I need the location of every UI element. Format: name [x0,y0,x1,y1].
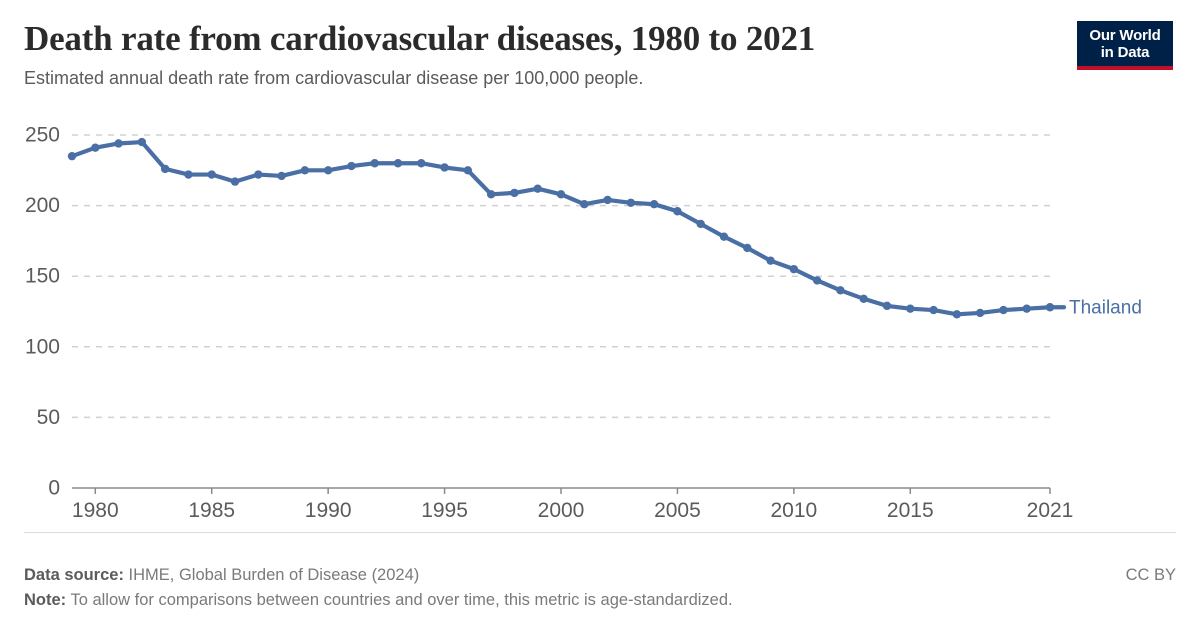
data-point[interactable] [486,190,496,199]
x-axis-tick-label: 2000 [538,499,585,522]
chart-subtitle: Estimated annual death rate from cardiov… [24,68,644,88]
footer-source-row: Data source: IHME, Global Burden of Dise… [24,563,1176,588]
data-point[interactable] [789,264,799,274]
series-label-thailand[interactable]: Thailand [1069,297,1142,318]
logo-line-2: in Data [1100,44,1150,61]
data-source-line: Data source: IHME, Global Burden of Dise… [24,563,1176,588]
data-point[interactable] [836,286,845,295]
logo-accent-bar [1077,66,1173,70]
x-axis-tick-label: 2021 [1027,499,1074,522]
data-point[interactable] [673,207,682,216]
data-point[interactable] [859,294,868,303]
x-axis-tick-label: 2015 [887,499,934,522]
data-point[interactable] [347,161,356,171]
data-source-value[interactable]: IHME, Global Burden of Disease (2024) [123,566,420,584]
data-point[interactable] [533,184,542,193]
data-point[interactable] [952,310,962,319]
data-point[interactable] [696,219,705,229]
data-point[interactable] [743,243,752,253]
chart-footer: Data source: IHME, Global Burden of Dise… [24,563,1176,613]
data-point[interactable] [556,190,566,199]
data-source-label: Data source: [24,566,124,584]
data-point[interactable] [184,170,193,179]
data-point[interactable] [160,164,170,174]
data-point[interactable] [277,171,286,181]
line-chart-svg[interactable]: 0 50 100 150 200 250 1980 1985 1990 1995 2000 2005… [0,0,1200,540]
data-point[interactable] [207,170,216,179]
series-group [67,137,1055,319]
data-point[interactable] [906,304,915,313]
y-axis-labels: 0 50 100 150 200 250 [25,124,60,500]
data-point[interactable] [463,166,473,175]
x-axis-tick-label: 1980 [72,499,119,522]
y-axis-tick-label: 150 [25,265,60,288]
data-point[interactable] [417,159,426,168]
series-line[interactable] [69,139,1053,317]
note-value: To allow for comparisons between countri… [66,591,733,609]
note-label: Note: [24,591,67,609]
license-label[interactable]: CC BY [1125,566,1176,584]
x-axis-tick-label: 2005 [654,499,701,522]
y-axis-tick-label: 200 [25,194,60,217]
our-world-in-data-logo[interactable]: Our World in Data [1077,21,1173,70]
chart-header: Death rate from cardiovascular diseases,… [24,18,1176,90]
data-point[interactable] [975,308,985,318]
data-point[interactable] [323,166,333,175]
data-point[interactable] [393,159,403,168]
y-axis-tick-label: 250 [25,124,60,147]
plot-area: 0 50 100 150 200 250 1980 1985 1990 1995 2000 2005… [0,0,1200,540]
data-point[interactable] [440,163,449,172]
data-point[interactable] [812,276,822,285]
footer-divider [24,532,1176,533]
data-point[interactable] [67,151,77,161]
data-point[interactable] [603,195,612,205]
data-point[interactable] [882,301,892,311]
data-point[interactable] [999,305,1008,315]
note-line: Note: To allow for comparisons between c… [24,588,1176,613]
data-point[interactable] [626,198,636,207]
x-axis-tick-label: 1985 [188,499,235,522]
x-axis-tick-label: 1995 [421,499,468,522]
y-axis-tick-label: 50 [37,406,60,429]
data-point[interactable] [300,166,310,175]
x-axis-tick-label: 1990 [305,499,352,522]
y-axis-tick-label: 0 [48,477,60,500]
data-point[interactable] [137,137,147,147]
data-point[interactable] [370,159,379,168]
y-axis-tick-label: 100 [25,335,60,358]
data-point[interactable] [929,305,938,315]
x-axis-tick-label: 2010 [770,499,817,522]
data-point[interactable] [230,177,240,186]
data-point[interactable] [254,170,263,179]
data-point[interactable] [1022,304,1031,313]
data-point[interactable] [580,199,589,209]
data-point[interactable] [719,232,729,241]
x-axis-labels: 1980 1985 1990 1995 2000 2005 2010 2015 2021 [72,488,1073,522]
page-title: Death rate from cardiovascular diseases,… [24,19,816,58]
data-point[interactable] [91,143,100,152]
data-point[interactable] [114,139,123,148]
series-end-labels: Thailand [1047,297,1142,318]
data-point[interactable] [766,256,775,265]
data-point[interactable] [649,199,659,209]
data-point[interactable] [510,188,519,198]
logo-line-1: Our World [1089,27,1161,44]
